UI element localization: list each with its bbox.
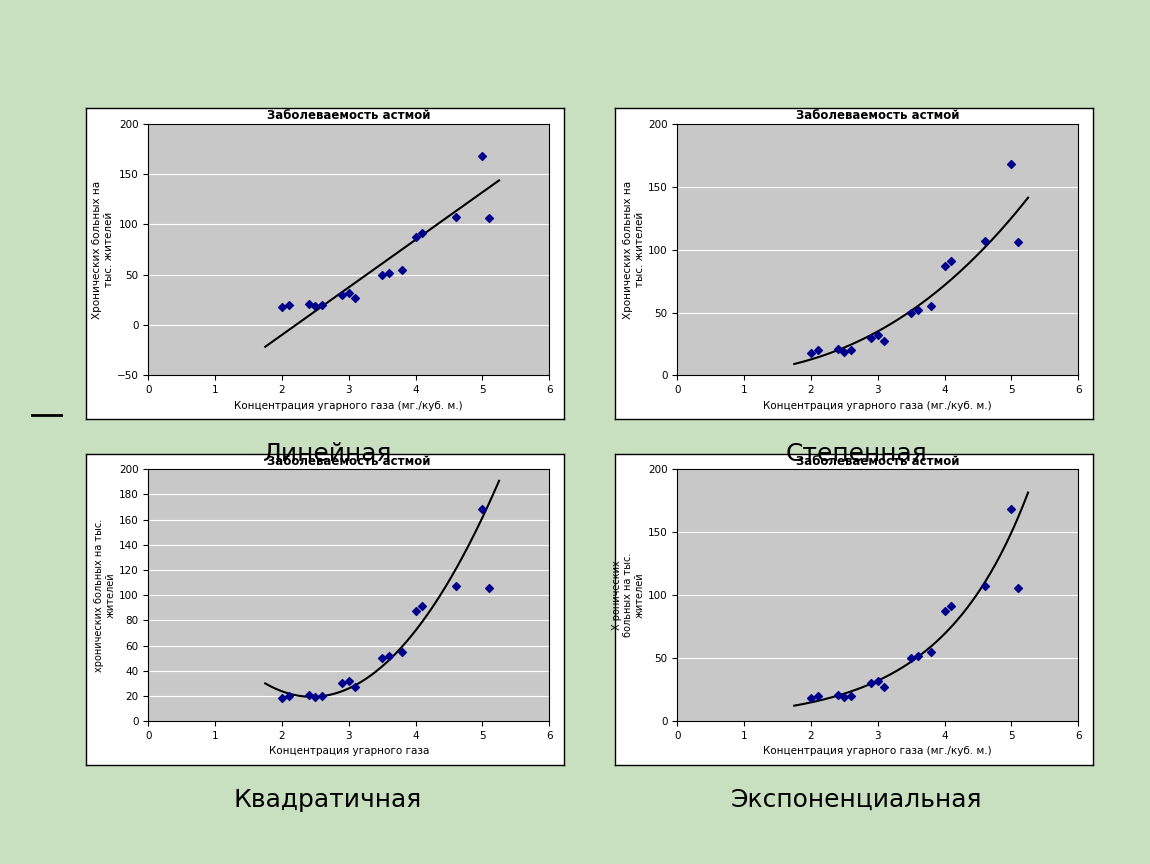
Point bbox=[828, 688, 846, 702]
Title: Заболеваемость астмой: Заболеваемость астмой bbox=[796, 110, 959, 123]
Point bbox=[373, 651, 391, 665]
Point bbox=[299, 688, 317, 702]
Point bbox=[902, 306, 920, 320]
Point bbox=[802, 346, 820, 359]
Point bbox=[1009, 581, 1027, 594]
Text: R² = 0,9634: R² = 0,9634 bbox=[864, 519, 926, 529]
Point bbox=[380, 266, 398, 280]
Point bbox=[406, 605, 424, 619]
Point bbox=[875, 334, 894, 348]
Point bbox=[935, 605, 953, 619]
Point bbox=[332, 677, 351, 690]
Point bbox=[842, 343, 860, 357]
Point bbox=[273, 691, 291, 705]
Point bbox=[313, 298, 331, 312]
Point bbox=[339, 674, 358, 688]
Text: 2: 2 bbox=[368, 483, 373, 492]
Point bbox=[393, 645, 412, 658]
Point bbox=[332, 288, 351, 302]
Point bbox=[306, 690, 324, 704]
Title: Заболеваемость астмой: Заболеваемость астмой bbox=[796, 455, 959, 468]
Title: Заболеваемость астмой: Заболеваемость астмой bbox=[267, 455, 430, 468]
Point bbox=[446, 210, 465, 224]
Text: R² = 0,9783: R² = 0,9783 bbox=[268, 525, 330, 535]
Text: y = 21,846x: y = 21,846x bbox=[220, 491, 284, 501]
Text: R² = 0,8338: R² = 0,8338 bbox=[373, 170, 436, 181]
Point bbox=[861, 677, 880, 690]
Point bbox=[480, 581, 498, 594]
Point bbox=[306, 299, 324, 313]
Point bbox=[1002, 157, 1020, 171]
Point bbox=[808, 343, 827, 357]
Point bbox=[413, 600, 431, 613]
Text: y = 3,178e: y = 3,178e bbox=[864, 485, 921, 495]
Point bbox=[373, 268, 391, 282]
Point bbox=[975, 580, 994, 594]
Point bbox=[413, 226, 431, 240]
Text: Экспоненциальная: Экспоненциальная bbox=[731, 788, 982, 812]
Point bbox=[868, 674, 887, 688]
Point bbox=[393, 263, 412, 276]
Point bbox=[908, 649, 927, 663]
Point bbox=[339, 286, 358, 300]
Text: 2,4921: 2,4921 bbox=[1011, 133, 1041, 142]
Text: Квадратичная: Квадратичная bbox=[233, 788, 422, 812]
Point bbox=[808, 689, 827, 702]
Text: - 106,97x + 150,22: - 106,97x + 150,22 bbox=[377, 491, 482, 501]
X-axis label: Концентрация угарного газа (мг./куб. м.): Концентрация угарного газа (мг./куб. м.) bbox=[764, 401, 992, 410]
Point bbox=[922, 645, 941, 658]
Text: R² = 0,908: R² = 0,908 bbox=[873, 174, 929, 183]
X-axis label: Концентрация угарного газа: Концентрация угарного газа bbox=[269, 746, 429, 756]
X-axis label: Концентрация угарного газа (мг./куб. м.): Концентрация угарного газа (мг./куб. м.) bbox=[235, 401, 463, 410]
Point bbox=[473, 503, 491, 517]
Title: Заболеваемость астмой: Заболеваемость астмой bbox=[267, 110, 430, 123]
Text: y = 2,2647x: y = 2,2647x bbox=[873, 139, 937, 149]
Point bbox=[942, 600, 960, 613]
Y-axis label: Х ронических
больных на тыс.
жителей: Х ронических больных на тыс. жителей bbox=[612, 553, 645, 638]
Point bbox=[875, 680, 894, 694]
Point bbox=[942, 254, 960, 268]
Point bbox=[935, 259, 953, 273]
Point bbox=[273, 300, 291, 314]
Point bbox=[835, 690, 853, 704]
Point bbox=[299, 297, 317, 311]
Point bbox=[902, 651, 920, 665]
Point bbox=[446, 580, 465, 594]
Y-axis label: Хронических больных на
тыс. жителей: Хронических больных на тыс. жителей bbox=[92, 181, 114, 319]
Text: Степенная: Степенная bbox=[785, 442, 928, 467]
Point bbox=[313, 689, 331, 702]
Text: Линейная: Линейная bbox=[263, 442, 392, 467]
Y-axis label: Хронических больных на
тыс. жителей: Хронических больных на тыс. жителей bbox=[623, 181, 645, 319]
Point bbox=[1009, 235, 1027, 249]
Point bbox=[922, 299, 941, 313]
Point bbox=[480, 212, 498, 226]
Point bbox=[346, 291, 365, 305]
Text: 0,7704x: 0,7704x bbox=[988, 479, 1021, 487]
Point bbox=[279, 298, 298, 312]
Point bbox=[279, 689, 298, 702]
Text: y = 47,169x - 104,03: y = 47,169x - 104,03 bbox=[373, 139, 483, 149]
Point bbox=[802, 691, 820, 705]
Point bbox=[975, 234, 994, 248]
Point bbox=[908, 303, 927, 317]
Point bbox=[1002, 503, 1020, 517]
X-axis label: Концентрация угарного газа (мг./куб. м.): Концентрация угарного газа (мг./куб. м.) bbox=[764, 746, 992, 756]
Point bbox=[828, 342, 846, 356]
Point bbox=[380, 649, 398, 663]
Point bbox=[473, 149, 491, 162]
Point bbox=[861, 331, 880, 345]
Point bbox=[842, 689, 860, 702]
Point bbox=[868, 328, 887, 342]
Point bbox=[346, 680, 365, 694]
Y-axis label: хронических больных на тыс.
жителей: хронических больных на тыс. жителей bbox=[94, 518, 116, 671]
Point bbox=[835, 345, 853, 359]
Point bbox=[406, 231, 424, 245]
